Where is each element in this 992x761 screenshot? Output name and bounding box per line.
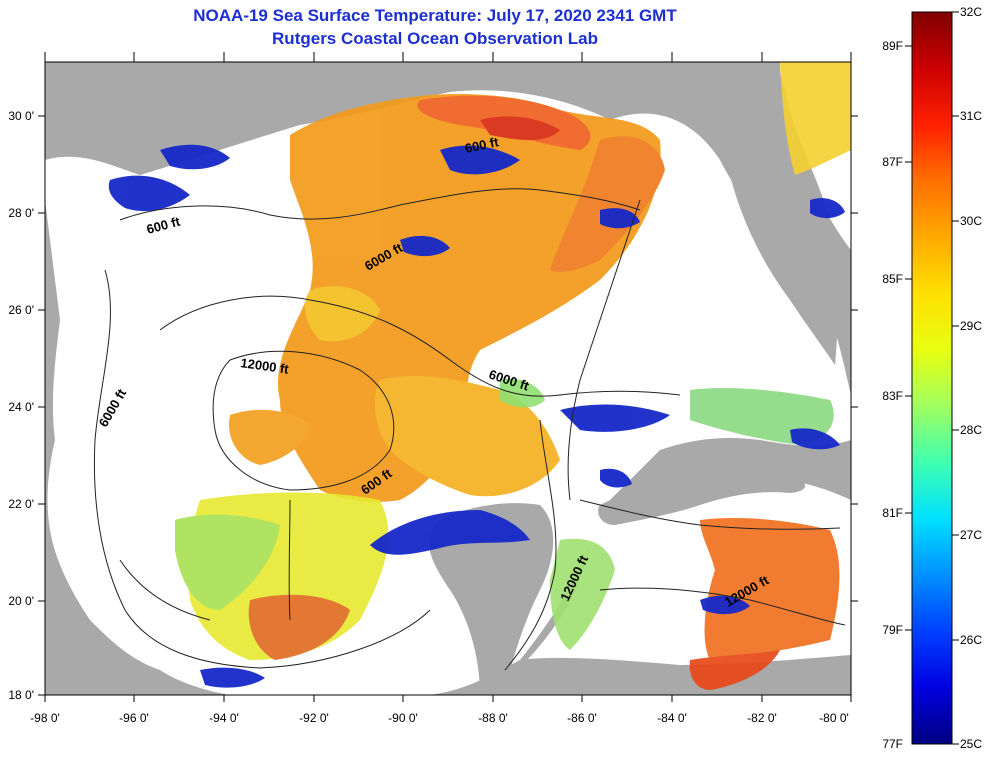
- lon-label-88: -88 0': [478, 711, 508, 725]
- lat-label-30: 30 0': [8, 109, 34, 123]
- yucatan-peninsula: [429, 503, 554, 695]
- colorbar-label-85f: 85F: [882, 272, 903, 286]
- map-subtitle: Rutgers Coastal Ocean Observation Lab: [272, 29, 598, 48]
- map-frame: [44, 61, 852, 696]
- lat-label-28: 28 0': [8, 206, 34, 220]
- lon-label-82: -82 0': [747, 711, 777, 725]
- lat-label-18: 18 0': [8, 688, 34, 702]
- latitude-axis: 30 0' 28 0' 26 0' 24 0' 22 0' 20 0' 18 0…: [8, 109, 858, 702]
- map-plot-area: 600 ft 600 ft 6000 ft 12000 ft 6000 ft 6…: [45, 62, 851, 695]
- lon-label-90: -90 0': [388, 711, 418, 725]
- lat-label-26: 26 0': [8, 303, 34, 317]
- lon-label-86: -86 0': [567, 711, 597, 725]
- lon-label-84: -84 0': [657, 711, 687, 725]
- colorbar-gradient: [911, 11, 953, 745]
- colorbar-label-27c: 27C: [960, 528, 982, 542]
- colorbar-label-32c: 32C: [960, 5, 982, 19]
- contour-label-12000ft-west: 12000 ft: [240, 355, 291, 377]
- colorbar-label-89f: 89F: [882, 39, 903, 53]
- lat-label-20: 20 0': [8, 594, 34, 608]
- colorbar-label-81f: 81F: [882, 506, 903, 520]
- sst-warm-patches: [229, 93, 840, 690]
- colorbar-label-31c: 31C: [960, 109, 982, 123]
- temperature-colorbar: 89F 87F 85F 83F 81F 79F 77F 32C 31C 30C …: [882, 5, 982, 751]
- colorbar-label-30c: 30C: [960, 214, 982, 228]
- colorbar-label-83f: 83F: [882, 389, 903, 403]
- contour-label-600ft-north: 600 ft: [464, 134, 501, 156]
- colorbar-label-77f: 77F: [882, 737, 903, 751]
- lon-label-96: -96 0': [119, 711, 149, 725]
- map-title: NOAA-19 Sea Surface Temperature: July 17…: [193, 6, 677, 25]
- colorbar-label-87f: 87F: [882, 155, 903, 169]
- colorbar-label-79f: 79F: [882, 623, 903, 637]
- lat-label-22: 22 0': [8, 497, 34, 511]
- colorbar-label-29c: 29C: [960, 319, 982, 333]
- longitude-axis: -98 0' -96 0' -94 0' -92 0' -90 0' -88 0…: [30, 52, 852, 725]
- colorbar-label-28c: 28C: [960, 423, 982, 437]
- depth-contours: [93, 188, 846, 671]
- lon-label-92: -92 0': [299, 711, 329, 725]
- cuba-island: [598, 468, 806, 525]
- colorbar-label-26c: 26C: [960, 633, 982, 647]
- sst-cold-patches: [108, 144, 845, 688]
- lat-label-24: 24 0': [8, 400, 34, 414]
- lon-label-80: -80 0': [819, 711, 849, 725]
- colorbar-label-25c: 25C: [960, 737, 982, 751]
- lon-label-94: -94 0': [209, 711, 239, 725]
- lon-label-98: -98 0': [30, 711, 60, 725]
